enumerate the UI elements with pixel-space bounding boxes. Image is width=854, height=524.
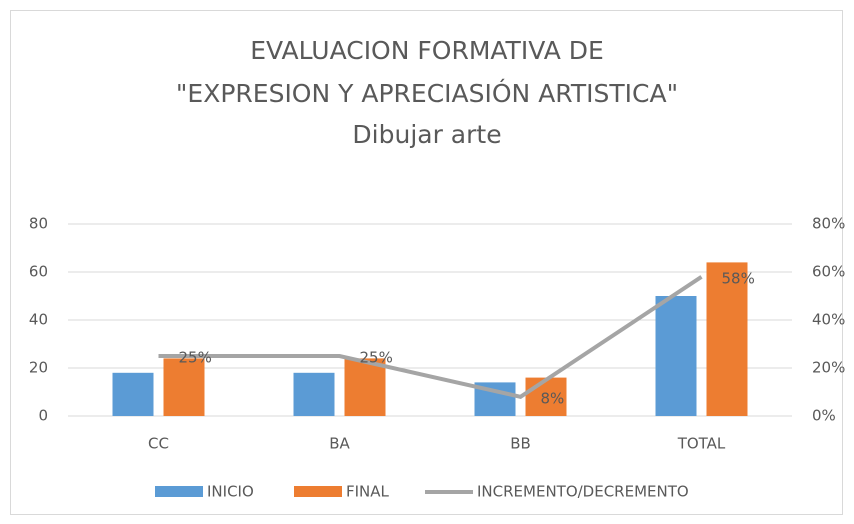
data-label: 25% (179, 349, 212, 367)
chart-title: "EXPRESION Y APRECIASIÓN ARTISTICA" (176, 78, 678, 108)
y-tick-label: 0 (38, 407, 48, 425)
y-tick-label: 40 (29, 311, 48, 329)
legend-label: INCREMENTO/DECREMENTO (477, 483, 689, 501)
y-tick-label: 80 (29, 215, 48, 233)
legend-label: INICIO (207, 483, 254, 501)
y2-tick-label: 60% (812, 263, 845, 281)
x-tick-label: BB (510, 435, 531, 453)
y-tick-label: 20 (29, 359, 48, 377)
y2-tick-label: 0% (812, 407, 836, 425)
data-label: 58% (722, 269, 755, 287)
data-label: 25% (360, 349, 393, 367)
legend-swatch (155, 486, 203, 497)
bar (344, 358, 386, 416)
line (158, 275, 703, 399)
bar (163, 358, 205, 416)
legend-label: FINAL (346, 483, 390, 501)
data-label: 8% (541, 389, 565, 407)
x-tick-label: TOTAL (677, 435, 726, 453)
y2-tick-label: 80% (812, 215, 845, 233)
bar (706, 262, 748, 416)
x-tick-label: CC (148, 435, 169, 453)
chart-title: EVALUACION FORMATIVA DE (250, 36, 604, 65)
y2-tick-label: 20% (812, 359, 845, 377)
x-tick-label: BA (329, 435, 350, 453)
bar (655, 296, 697, 416)
chart-subtitle: Dibujar arte (352, 120, 501, 149)
y-tick-label: 60 (29, 263, 48, 281)
bar (112, 372, 154, 416)
bar (293, 372, 335, 416)
bar (525, 377, 567, 416)
y2-tick-label: 40% (812, 311, 845, 329)
legend-swatch (294, 486, 342, 497)
chart-border (10, 10, 843, 515)
